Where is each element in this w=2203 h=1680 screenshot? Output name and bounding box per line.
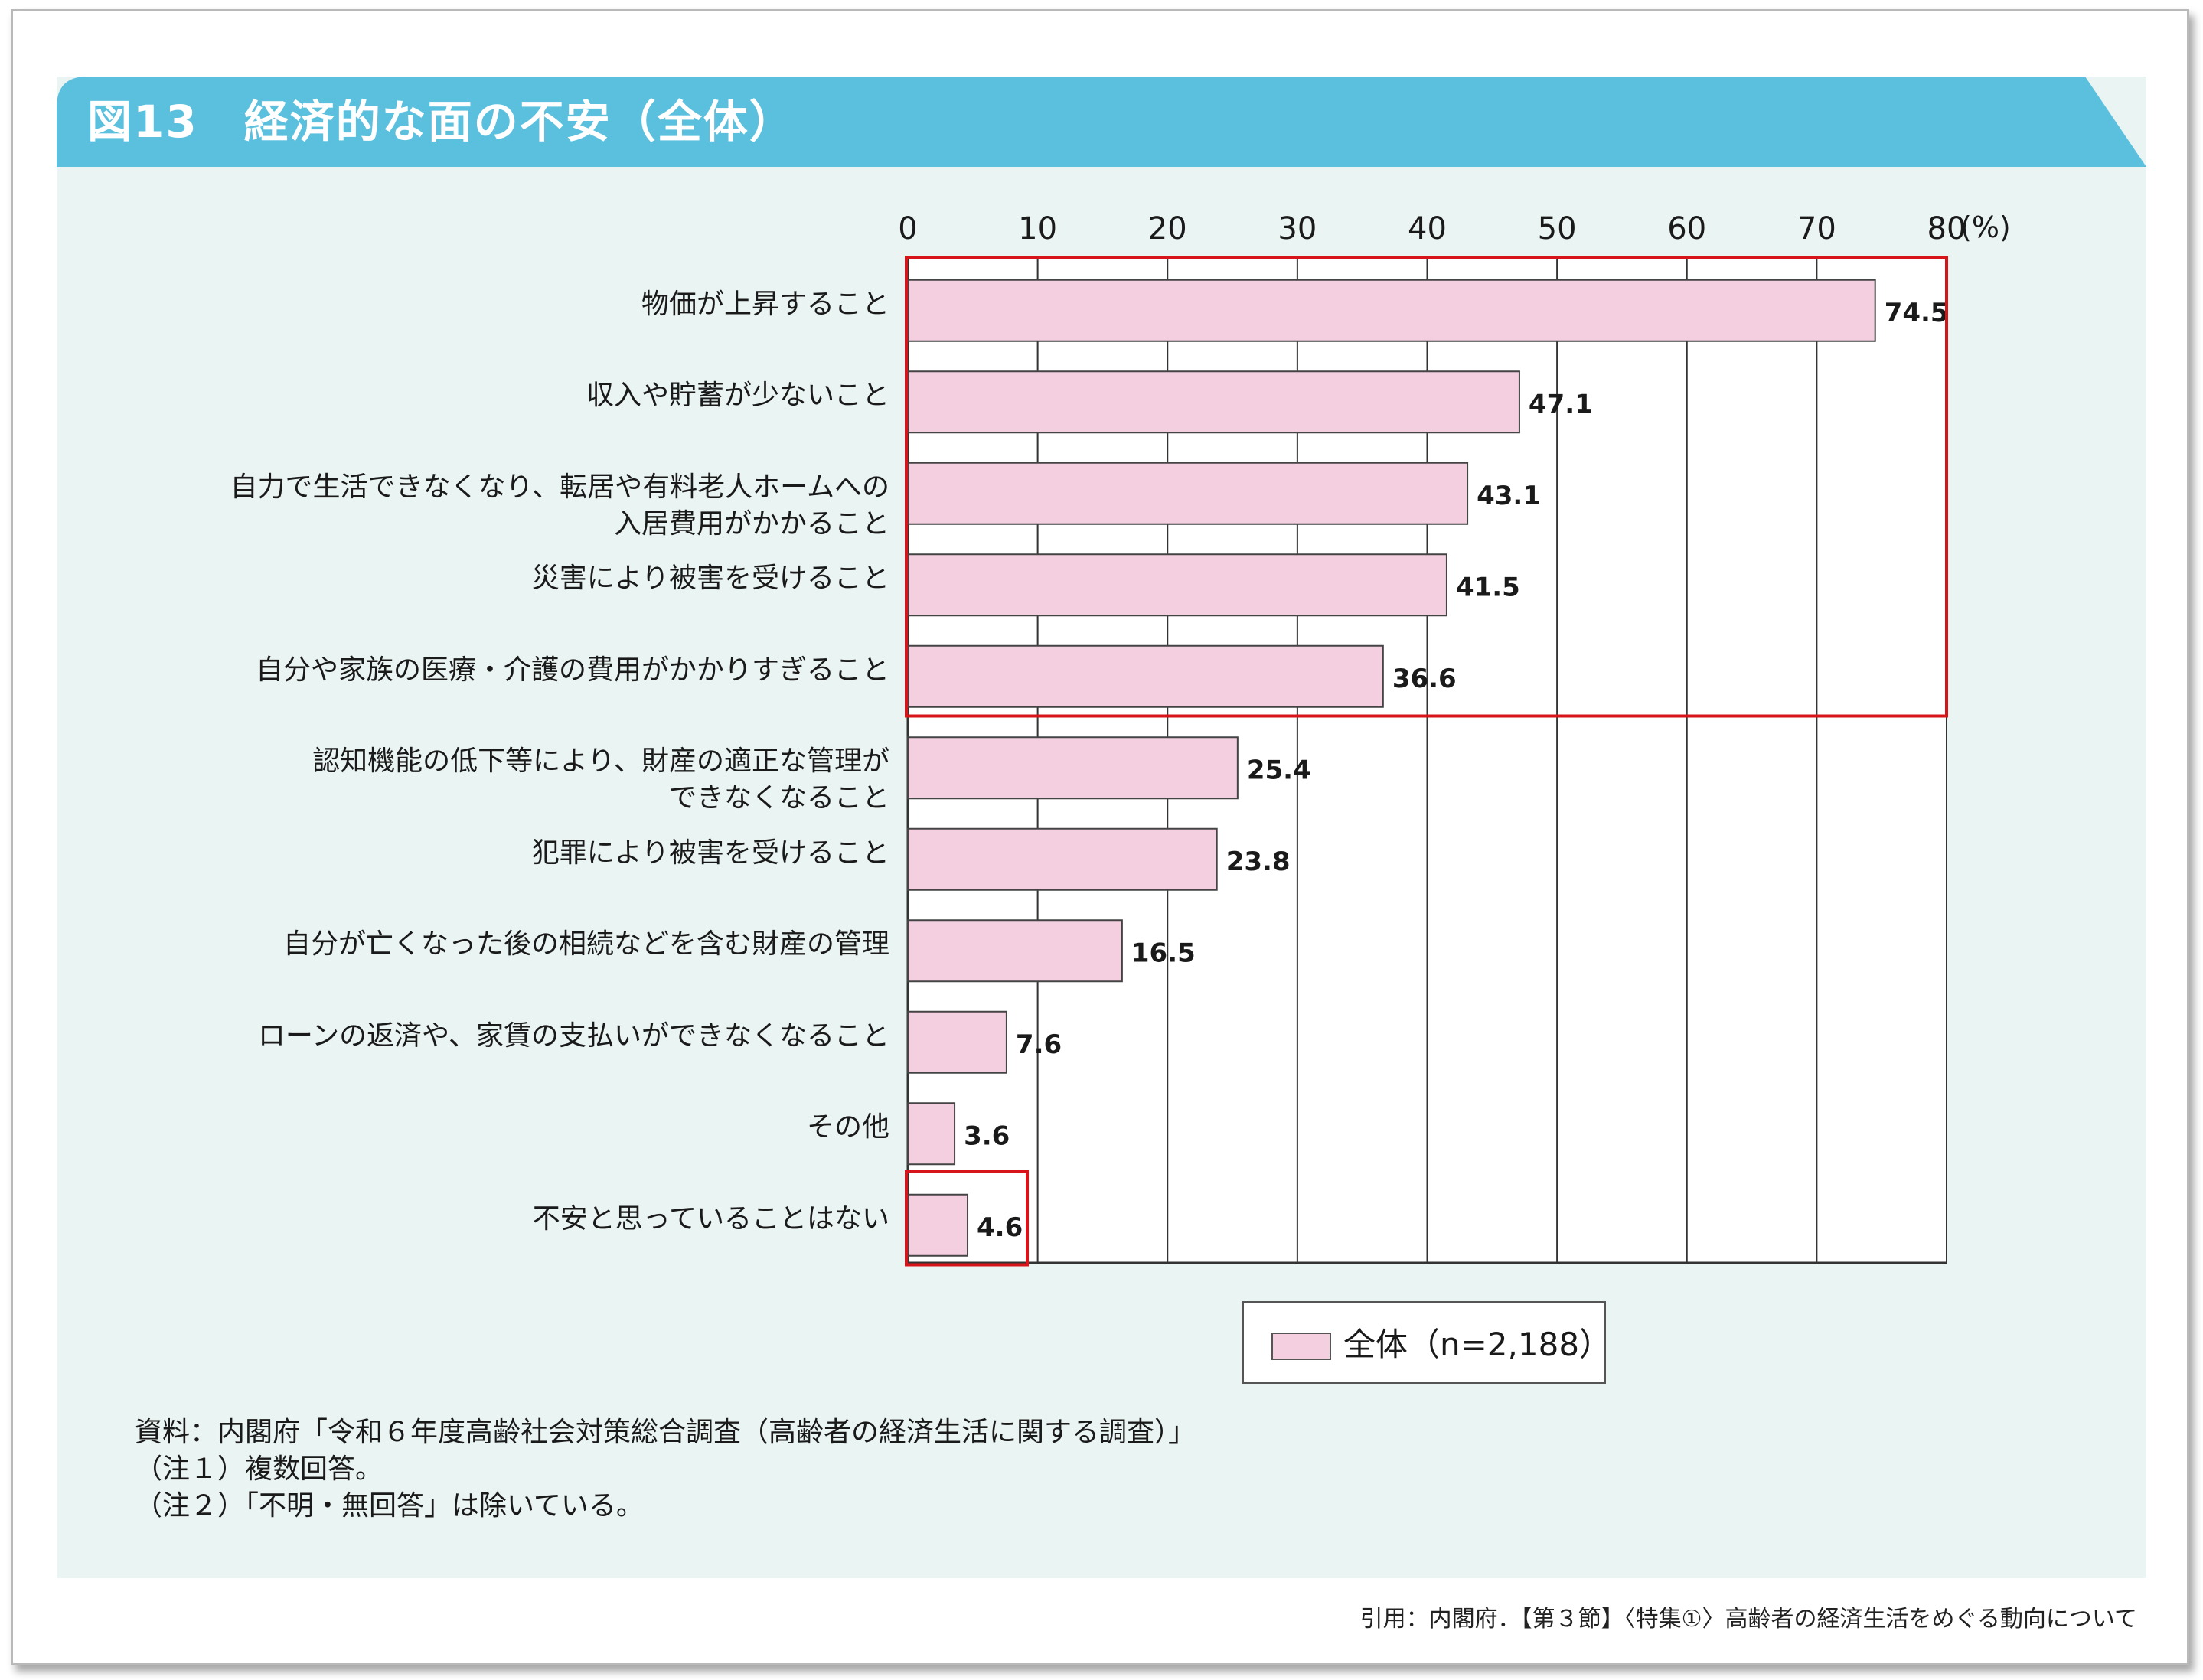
category-label: 自分や家族の医療・介護の費用がかかりすぎること [256,652,889,689]
bar [907,279,1876,342]
x-tick-label: 80 [1927,211,1966,246]
bar [907,553,1447,617]
bar [907,1193,969,1257]
bar [907,827,1218,891]
category-label-line: 収入や貯蓄が少ないこと [586,380,889,412]
x-unit-label: (%) [1960,210,2011,244]
category-label-line: 不安と思っていることはない [532,1202,889,1235]
note-source: 資料：内閣府「令和６年度高齢社会対策総合調査（高齢者の経済生活に関する調査）」 [135,1417,1196,1448]
bar [907,1102,956,1166]
category-label: 犯罪により被害を受けること [532,835,889,872]
category-label-line: 入居費用がかかること [613,507,889,540]
bar-value-label: 3.6 [964,1121,1010,1151]
category-label-line: その他 [806,1111,889,1143]
bar-value-label: 47.1 [1529,389,1593,419]
bar [907,919,1123,983]
chart-title: 図13 経済的な面の不安（全体） [87,96,795,148]
category-label-line: 自分が亡くなった後の相続などを含む財産の管理 [282,928,889,961]
category-label-line: 物価が上昇すること [641,288,889,320]
bar-value-label: 7.6 [1016,1029,1062,1060]
category-label: その他 [807,1109,889,1146]
category-label: 認知機能の低下等により、財産の適正な管理ができなくなること [312,743,889,817]
bar [907,370,1520,434]
x-tick-label: 50 [1538,211,1577,246]
legend-label: 全体（n=2,188） [1343,1326,1612,1363]
legend: 全体（n=2,188） [1242,1301,1611,1384]
category-label-line: 犯罪により被害を受けること [531,837,889,869]
x-tick-label: 60 [1667,211,1706,246]
category-label: 物価が上昇すること [641,286,889,323]
bar [907,644,1384,708]
bar-value-label: 41.5 [1456,572,1520,602]
x-tick-label: 40 [1408,211,1447,246]
x-tick-label: 10 [1018,211,1057,246]
legend-swatch [1271,1333,1331,1360]
highlight-box [905,256,1948,718]
x-tick-label: 70 [1797,211,1836,246]
bar-value-label: 36.6 [1392,664,1457,694]
category-label: ローンの返済や、家賃の支払いができなくなること [258,1018,889,1055]
bar [907,736,1239,800]
title-bar-shape [57,77,2146,167]
category-labels: 物価が上昇すること収入や貯蓄が少ないこと自力で生活できなくなり、転居や有料老人ホ… [0,0,889,1301]
category-label-line: 認知機能の低下等により、財産の適正な管理が [312,745,889,778]
note-2: （注２）「不明・無回答」は除いている。 [135,1490,644,1522]
note-1: （注１）複数回答。 [135,1453,383,1485]
category-label-line: 自力で生活できなくなり、転居や有料老人ホームへの [230,471,889,503]
category-label-line: 自分や家族の医療・介護の費用がかかりすぎること [255,654,889,686]
category-label-line: ローンの返済や、家賃の支払いができなくなること [257,1019,889,1052]
bar-value-label: 23.8 [1226,847,1291,877]
x-tick-label: 0 [898,211,917,246]
bar-value-label: 43.1 [1477,481,1541,511]
category-label-line: できなくなること [668,782,889,814]
category-label: 自分が亡くなった後の相続などを含む財産の管理 [283,926,889,963]
bar-value-label: 4.6 [977,1212,1023,1243]
bar-value-label: 16.5 [1131,938,1196,968]
x-tick-label: 30 [1278,211,1317,246]
citation: 引用：内閣府．【第３節】〈特集①〉高齢者の経済生活をめぐる動向について [1359,1606,2137,1633]
category-label: 自力で生活できなくなり、転居や有料老人ホームへの入居費用がかかること [230,469,889,543]
x-tick-label: 20 [1148,211,1187,246]
bar-value-label: 74.5 [1885,298,1949,328]
category-label-line: 災害により被害を受けること [531,563,889,595]
category-label: 災害により被害を受けること [532,560,889,597]
highlight-box [905,1170,1030,1267]
source-notes: 資料：内閣府「令和６年度高齢社会対策総合調査（高齢者の経済生活に関する調査）」 … [135,1414,1196,1525]
bar-value-label: 25.4 [1247,755,1311,785]
bar [907,462,1469,525]
category-label: 不安と思っていることはない [533,1201,889,1238]
title-bar: 図13 経済的な面の不安（全体） [57,77,2146,167]
bar [907,1010,1007,1074]
category-label: 収入や貯蓄が少ないこと [586,377,889,414]
